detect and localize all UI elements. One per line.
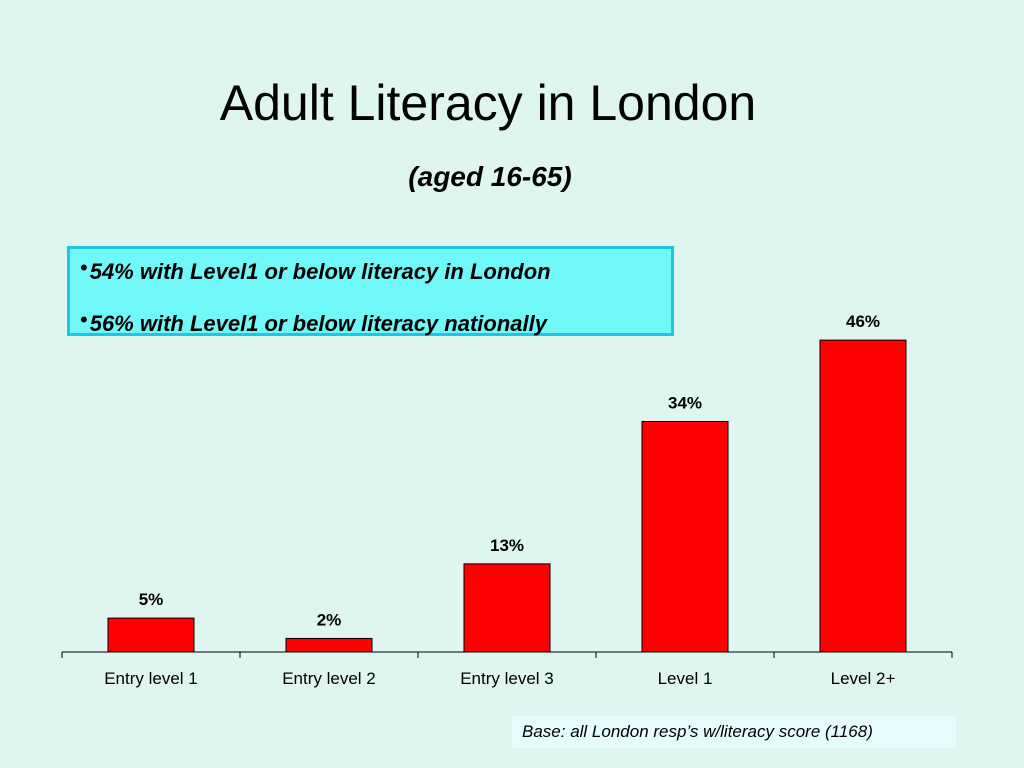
- value-label: 13%: [490, 536, 524, 555]
- bar: [819, 339, 907, 653]
- chart-title: Adult Literacy in London: [220, 75, 756, 131]
- annotation: 54% with Level1 or below literacy in Lon…: [80, 259, 551, 285]
- bar: [107, 617, 195, 653]
- x-tick-label: Level 2+: [831, 669, 896, 688]
- bar: [285, 637, 373, 653]
- value-label: 2%: [317, 610, 342, 629]
- x-tick-label: Entry level 1: [104, 669, 198, 688]
- x-tick-label: Entry level 2: [282, 669, 376, 688]
- x-tick-label: Level 1: [658, 669, 713, 688]
- bar: [463, 563, 551, 653]
- bar: [641, 420, 729, 653]
- value-label: 34%: [668, 393, 702, 412]
- x-tick-label: Entry level 3: [460, 669, 554, 688]
- footnote: Base: all London resp’s w/literacy score…: [512, 716, 956, 748]
- value-label: 5%: [139, 590, 164, 609]
- annotation-box: 54% with Level1 or below literacy in Lon…: [67, 246, 674, 336]
- chart-subtitle: (aged 16-65): [408, 161, 571, 192]
- value-label: 46%: [846, 312, 880, 331]
- annotation: 56% with Level1 or below literacy nation…: [80, 311, 547, 337]
